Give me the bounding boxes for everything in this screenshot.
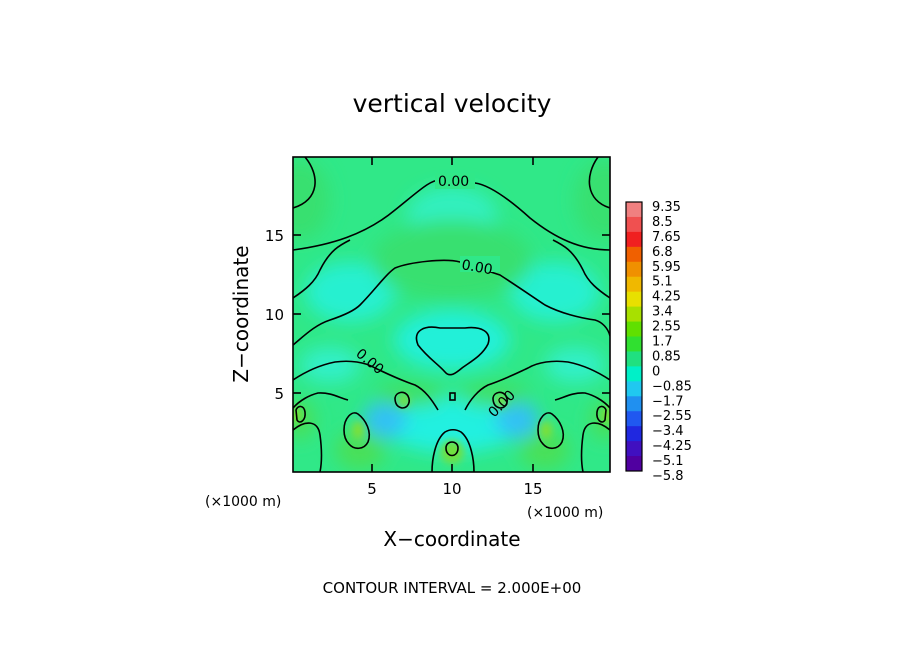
contour-line bbox=[580, 422, 610, 472]
contour-line bbox=[445, 441, 459, 457]
colorbar-swatch bbox=[626, 202, 642, 218]
colorbar-label: −3.4 bbox=[652, 424, 684, 439]
contour-label-bg bbox=[435, 173, 475, 189]
colorbar-swatch bbox=[626, 261, 642, 278]
cyan-region bbox=[382, 397, 522, 453]
x-unit-label: (×1000 m) bbox=[527, 505, 603, 521]
contour-line bbox=[293, 392, 349, 409]
contour-line bbox=[588, 157, 610, 209]
colorbar-swatch bbox=[626, 336, 642, 352]
contour-line bbox=[293, 259, 610, 346]
colorbar-swatch bbox=[626, 291, 642, 308]
colorbar-swatch bbox=[626, 216, 642, 233]
colorbar-label: −5.8 bbox=[652, 469, 684, 484]
colorbar-label: −0.85 bbox=[652, 379, 692, 394]
peak bbox=[496, 395, 506, 407]
contour-line bbox=[293, 360, 439, 411]
cyan-region bbox=[394, 310, 510, 370]
contour-label: 0.00 bbox=[438, 174, 469, 190]
colorbar-label: 5.95 bbox=[652, 260, 681, 275]
contour-line bbox=[343, 412, 371, 450]
y-tick-label: 10 bbox=[265, 306, 284, 324]
peak bbox=[540, 421, 552, 439]
green-region bbox=[375, 383, 445, 407]
colorbar-label: −4.25 bbox=[652, 439, 692, 454]
contour-line bbox=[537, 412, 565, 450]
colorbar-label: 1.7 bbox=[652, 335, 673, 350]
contour-label-bg bbox=[460, 256, 500, 272]
blue-region bbox=[363, 402, 407, 438]
colorbar-label: 2.55 bbox=[652, 320, 681, 335]
x-axis-ticks bbox=[371, 157, 534, 472]
colorbar-swatch bbox=[626, 381, 642, 397]
colorbar-label: 5.1 bbox=[652, 275, 673, 290]
cyan-region bbox=[305, 262, 395, 322]
contour-line bbox=[293, 157, 316, 209]
green-region bbox=[575, 160, 610, 240]
colorbar-swatch bbox=[626, 351, 642, 367]
y-tick-label: 15 bbox=[265, 227, 284, 245]
contour-line bbox=[464, 360, 610, 411]
contour-label: 0.00 bbox=[460, 257, 493, 278]
colorbar-label: 3.4 bbox=[652, 305, 673, 320]
cyan-region bbox=[545, 347, 605, 383]
contour-line bbox=[295, 405, 306, 423]
colorbar-label: −1.7 bbox=[652, 394, 684, 409]
contour-line bbox=[596, 405, 607, 423]
chart-title: vertical velocity bbox=[353, 89, 552, 118]
colorbar-swatch bbox=[626, 441, 642, 457]
green-region bbox=[335, 430, 385, 470]
peak bbox=[352, 421, 364, 439]
x-tick-label: 5 bbox=[367, 480, 377, 498]
colorbar-label: 9.35 bbox=[652, 200, 681, 215]
colorbar-label: 4.25 bbox=[652, 290, 681, 305]
colorbar-swatch bbox=[626, 231, 642, 248]
contour-line bbox=[554, 392, 610, 409]
contour-line bbox=[415, 326, 490, 376]
colorbar-swatch bbox=[626, 366, 642, 382]
y-axis-label: Z−coordinate bbox=[229, 245, 253, 382]
cyan-region bbox=[300, 347, 360, 383]
x-tick-label: 15 bbox=[523, 480, 542, 498]
y-unit-label: (×1000 m) bbox=[205, 494, 281, 510]
colorbar-swatch bbox=[626, 321, 642, 337]
contour-line bbox=[293, 422, 323, 472]
contour-line bbox=[552, 239, 610, 299]
contour-lines bbox=[293, 157, 610, 472]
peak bbox=[399, 395, 409, 407]
cyan-region bbox=[510, 262, 600, 322]
plot-area: 0.00 0.00 0.00 0.00 bbox=[293, 157, 610, 472]
colorbar-label: −5.1 bbox=[652, 454, 684, 469]
colorbar-swatch bbox=[626, 276, 642, 293]
colorbar-label: −2.55 bbox=[652, 409, 692, 424]
colorbar-swatch bbox=[626, 396, 642, 412]
colorbar-label: 7.65 bbox=[652, 230, 681, 245]
contour-line bbox=[492, 391, 508, 409]
green-region bbox=[293, 160, 330, 240]
colorbar-label: 6.8 bbox=[652, 245, 673, 260]
x-axis-label: X−coordinate bbox=[383, 527, 520, 551]
colorbar: 9.358.57.656.85.955.14.253.42.551.70.850… bbox=[625, 200, 692, 484]
colorbar-swatch bbox=[626, 306, 642, 323]
contour-line bbox=[394, 391, 410, 409]
x-tick-label: 10 bbox=[442, 480, 461, 498]
blue-region bbox=[495, 402, 539, 438]
colorbar-label: 0.85 bbox=[652, 349, 681, 364]
contour-line bbox=[293, 239, 351, 299]
contour-interval-note: CONTOUR INTERVAL = 2.000E+00 bbox=[323, 579, 582, 597]
green-region bbox=[520, 430, 570, 470]
contour-line bbox=[431, 428, 475, 472]
y-axis-ticks bbox=[293, 234, 610, 394]
colorbar-swatch bbox=[626, 456, 642, 472]
colorbar-label: 8.5 bbox=[652, 215, 673, 230]
colorbar-swatch bbox=[626, 411, 642, 427]
peak bbox=[440, 440, 464, 464]
colorbar-swatch bbox=[626, 246, 642, 263]
colorbar-frame bbox=[625, 201, 643, 472]
contour-line bbox=[449, 392, 456, 401]
colorbar-label: 0 bbox=[652, 364, 660, 379]
colorbar-swatch bbox=[626, 426, 642, 442]
y-tick-label: 5 bbox=[274, 385, 284, 403]
